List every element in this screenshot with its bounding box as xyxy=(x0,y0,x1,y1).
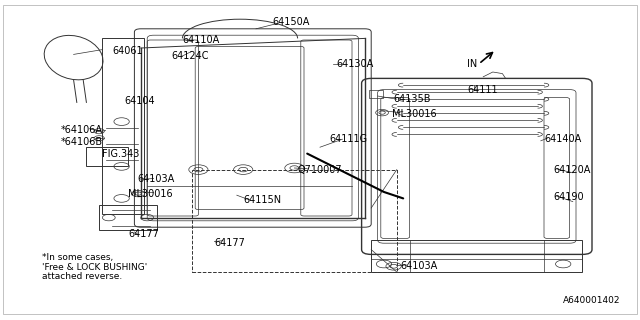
Text: Q710007: Q710007 xyxy=(298,164,342,175)
Text: 64110A: 64110A xyxy=(182,35,220,45)
Bar xyxy=(86,147,128,166)
Text: 64103A: 64103A xyxy=(400,260,437,271)
Text: 64124C: 64124C xyxy=(172,51,209,61)
Text: 64103A: 64103A xyxy=(138,174,175,184)
Text: FIG.343: FIG.343 xyxy=(102,148,140,159)
Text: 'Free & LOCK BUSHING': 'Free & LOCK BUSHING' xyxy=(42,263,147,272)
Text: 64135B: 64135B xyxy=(394,94,431,104)
Bar xyxy=(99,205,157,230)
Text: 64140A: 64140A xyxy=(544,134,581,144)
Text: *In some cases,: *In some cases, xyxy=(42,253,113,262)
Text: A640001402: A640001402 xyxy=(563,296,621,305)
Text: 64130A: 64130A xyxy=(336,59,373,69)
Text: 64150A: 64150A xyxy=(272,17,309,28)
Bar xyxy=(371,240,582,272)
Text: attached reverse.: attached reverse. xyxy=(42,272,122,281)
Bar xyxy=(102,38,144,214)
Text: 64177: 64177 xyxy=(214,238,245,248)
Text: ML30016: ML30016 xyxy=(128,188,173,199)
Bar xyxy=(369,90,383,98)
Text: 64120A: 64120A xyxy=(554,164,591,175)
Text: 64104: 64104 xyxy=(125,96,156,106)
Text: *64106B: *64106B xyxy=(61,137,103,148)
Text: 64111G: 64111G xyxy=(330,134,368,144)
Text: 64190: 64190 xyxy=(554,192,584,202)
Bar xyxy=(192,170,397,272)
Text: 64061: 64061 xyxy=(112,46,143,56)
Text: 64177: 64177 xyxy=(128,228,159,239)
Text: ML30016: ML30016 xyxy=(392,108,436,119)
Text: 64111: 64111 xyxy=(467,84,498,95)
Text: IN: IN xyxy=(467,59,477,69)
Text: 64115N: 64115N xyxy=(243,195,282,205)
Text: *64106A: *64106A xyxy=(61,124,103,135)
